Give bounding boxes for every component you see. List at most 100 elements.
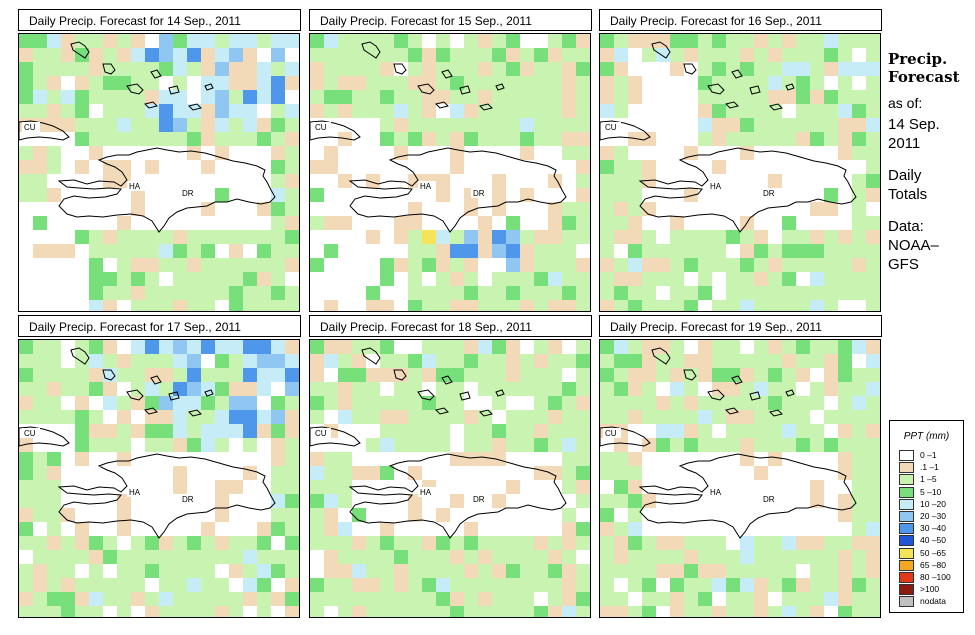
precip-cell xyxy=(642,62,656,76)
precip-cell xyxy=(215,76,229,90)
precip-cell xyxy=(600,368,614,382)
precip-cell xyxy=(628,592,642,606)
precip-cell xyxy=(614,396,628,410)
precip-cell xyxy=(366,438,380,452)
precip-cell xyxy=(782,354,796,368)
precip-cell xyxy=(215,244,229,258)
precip-cell xyxy=(243,368,257,382)
precip-cell xyxy=(422,48,436,62)
precip-cell xyxy=(285,62,299,76)
precip-cell xyxy=(394,230,408,244)
legend-swatch xyxy=(899,535,914,547)
precip-cell xyxy=(436,578,450,592)
precip-cell xyxy=(492,606,506,617)
country-label-haiti: HA xyxy=(420,182,432,191)
precip-cell xyxy=(740,300,754,311)
precip-cell xyxy=(642,550,656,564)
precip-cell xyxy=(145,132,159,146)
precip-cell xyxy=(103,438,117,452)
precip-map[interactable]: CU HA DR xyxy=(18,33,300,312)
legend-label: 80 –100 xyxy=(920,572,951,582)
precip-cell xyxy=(656,550,670,564)
precip-cell xyxy=(408,536,422,550)
precip-cell xyxy=(19,258,33,272)
precip-cell xyxy=(548,592,562,606)
precip-cell xyxy=(562,410,576,424)
precip-cell xyxy=(201,340,215,354)
precip-cell xyxy=(698,536,712,550)
precip-cell xyxy=(187,564,201,578)
precip-cell xyxy=(464,564,478,578)
precip-cell xyxy=(19,146,33,160)
precip-cell xyxy=(285,466,299,480)
precip-cell xyxy=(628,272,642,286)
precip-cell xyxy=(338,578,352,592)
precip-map[interactable]: CU HA DR xyxy=(18,339,300,618)
precip-cell xyxy=(366,340,380,354)
precip-cell xyxy=(548,536,562,550)
precip-cell xyxy=(159,452,173,466)
precip-cell xyxy=(450,494,464,508)
precip-cell xyxy=(656,216,670,230)
precip-cell xyxy=(810,368,824,382)
precip-cell xyxy=(740,424,754,438)
precip-cell xyxy=(257,90,271,104)
precip-cell xyxy=(810,48,824,62)
precip-cell xyxy=(159,132,173,146)
precip-cell xyxy=(103,522,117,536)
precip-cell xyxy=(478,382,492,396)
precip-cell xyxy=(285,438,299,452)
label-background xyxy=(180,494,198,504)
precip-cell xyxy=(576,578,590,592)
precip-cell xyxy=(520,188,534,202)
precip-cell xyxy=(324,202,338,216)
precip-cell xyxy=(768,592,782,606)
precip-cell xyxy=(173,354,187,368)
precip-cell xyxy=(712,452,726,466)
precip-cell xyxy=(394,272,408,286)
precip-cell xyxy=(576,508,590,522)
precip-cell xyxy=(366,536,380,550)
precip-cell xyxy=(61,410,75,424)
precip-cell xyxy=(243,34,257,48)
precip-cell xyxy=(824,522,838,536)
precip-cell xyxy=(436,480,450,494)
island-outline xyxy=(361,41,381,59)
precip-cell xyxy=(159,438,173,452)
precip-map[interactable]: CU HA DR xyxy=(599,339,881,618)
precip-cell xyxy=(33,48,47,62)
island-outline xyxy=(785,83,795,91)
precip-map[interactable]: CU HA DR xyxy=(599,33,881,312)
precip-cell xyxy=(628,550,642,564)
precip-cell xyxy=(131,188,145,202)
precip-cell xyxy=(600,258,614,272)
precip-cell xyxy=(394,104,408,118)
precip-cell xyxy=(810,396,824,410)
precip-cell xyxy=(852,396,866,410)
precip-cell xyxy=(656,300,670,311)
precip-cell xyxy=(670,160,684,174)
precip-cell xyxy=(352,90,366,104)
precip-cell xyxy=(810,300,824,311)
precip-cell xyxy=(576,76,590,90)
precip-cell xyxy=(576,382,590,396)
precip-cell xyxy=(684,410,698,424)
country-label-haiti: HA xyxy=(129,488,141,497)
precip-cell xyxy=(600,76,614,90)
country-label-dr: DR xyxy=(473,495,485,504)
precip-cell xyxy=(576,592,590,606)
forecast-panel-6: Daily Precip. Forecast for 19 Sep., 2011… xyxy=(599,315,882,618)
precip-cell xyxy=(628,258,642,272)
precip-cell xyxy=(492,104,506,118)
precip-map[interactable]: CU HA DR xyxy=(309,339,591,618)
precip-cell xyxy=(159,76,173,90)
precip-cell xyxy=(600,104,614,118)
precip-map[interactable]: CU HA DR xyxy=(309,33,591,312)
precip-cell xyxy=(614,286,628,300)
precip-cell xyxy=(201,272,215,286)
precip-cell xyxy=(271,480,285,494)
precip-cell xyxy=(103,592,117,606)
precip-cell xyxy=(324,188,338,202)
precip-cell xyxy=(75,258,89,272)
cuba-outline xyxy=(310,120,361,141)
